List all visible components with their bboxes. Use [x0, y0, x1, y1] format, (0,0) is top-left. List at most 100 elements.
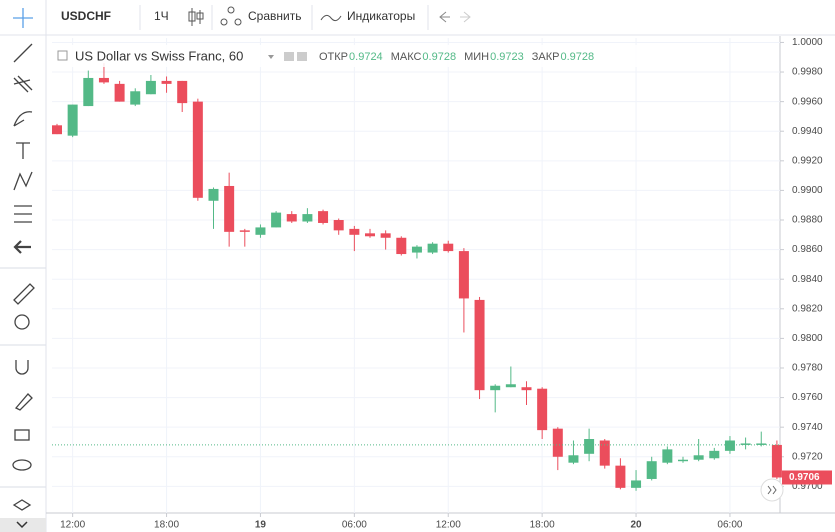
legend-bg — [54, 45, 639, 67]
candle-body — [771, 444, 782, 478]
x-tick-label: 18:00 — [154, 520, 179, 531]
x-tick-label: 18:00 — [530, 520, 555, 531]
x-tick-label: 06:00 — [342, 520, 367, 531]
candle-body — [474, 299, 485, 391]
candle-body — [411, 246, 422, 253]
scroll-to-realtime[interactable] — [760, 478, 784, 502]
interval[interactable]: 1Ч — [154, 9, 169, 23]
candle-body — [271, 212, 282, 228]
candle-body — [756, 443, 767, 445]
magnet-tool[interactable] — [15, 360, 29, 375]
candle-body — [458, 251, 469, 299]
candle-body — [130, 91, 141, 105]
y-tick-label: 0.9900 — [792, 185, 823, 196]
chevron — [16, 521, 28, 529]
crosshair-tool[interactable] — [13, 8, 33, 28]
lock-tool[interactable] — [14, 429, 30, 441]
candle-body — [537, 388, 548, 431]
brush-tool[interactable] — [13, 111, 33, 127]
candle-body — [208, 188, 219, 201]
layers-tool[interactable] — [12, 499, 32, 511]
candle-body — [427, 243, 438, 253]
compare-icon[interactable] — [220, 6, 242, 26]
zoom-tool[interactable] — [14, 314, 30, 330]
candle-body — [443, 243, 454, 252]
ohlc-label: ЗАКР — [532, 51, 560, 63]
x-tick-label: 20 — [630, 520, 642, 531]
candle-body — [52, 125, 62, 135]
candle-body — [177, 80, 188, 104]
chevrons — [767, 485, 777, 495]
indicators-icon[interactable] — [320, 14, 342, 22]
ohlc-value: 0.9728 — [422, 51, 456, 63]
collapse-legend[interactable] — [57, 50, 68, 61]
last-price-label: 0.9706 — [789, 472, 820, 483]
last-price-box — [782, 470, 832, 485]
y-tick-label: 1.0000 — [792, 37, 823, 48]
y-tick-label: 0.9920 — [792, 155, 823, 166]
compare-button[interactable]: Сравнить — [248, 9, 301, 23]
y-tick-label: 0.9980 — [792, 67, 823, 78]
candle-body — [67, 104, 78, 136]
y-tick-label: 0.9760 — [792, 392, 823, 403]
candle-body — [365, 233, 375, 237]
lock-draw-tool[interactable] — [14, 393, 33, 411]
series-settings[interactable] — [297, 52, 307, 61]
ohlc-value: 0.9728 — [560, 51, 594, 63]
redo[interactable] — [460, 11, 471, 23]
candle-body — [302, 214, 313, 222]
candle-body — [740, 443, 751, 445]
candle-body — [584, 439, 595, 454]
candle-body — [333, 220, 344, 231]
candle-body — [709, 450, 720, 459]
undo[interactable] — [439, 11, 450, 23]
candle-body — [615, 465, 626, 488]
candle-body — [724, 440, 735, 451]
candles-icon[interactable] — [188, 8, 204, 26]
y-tick-label: 0.9880 — [792, 215, 823, 226]
y-tick-label: 0.9840 — [792, 274, 823, 285]
y-tick-label: 0.9720 — [792, 451, 823, 462]
series-title: US Dollar vs Swiss Franc, 60 — [75, 48, 243, 63]
candle-body — [599, 440, 610, 466]
candle-body — [349, 228, 360, 235]
hide-tools[interactable] — [13, 240, 31, 254]
prediction-tool[interactable] — [14, 205, 32, 223]
ohlc-label: МАКС — [391, 51, 422, 63]
left-toolbar — [0, 36, 46, 532]
fib-tool[interactable] — [13, 75, 33, 93]
y-tick-label: 0.9740 — [792, 422, 823, 433]
x-tick-label: 12:00 — [436, 520, 461, 531]
y-tick-label: 0.9780 — [792, 363, 823, 374]
candle-body — [145, 80, 156, 95]
legend: US Dollar vs Swiss Franc, 60 ОТКР 0.9724 М… — [54, 45, 639, 67]
candle-body — [192, 101, 203, 198]
x-tick-label: 06:00 — [717, 520, 742, 531]
x-tick-label: 12:00 — [60, 520, 85, 531]
visibility-tool[interactable] — [12, 459, 32, 471]
ohlc-value: 0.9723 — [490, 51, 524, 63]
text-tool[interactable] — [16, 142, 30, 159]
series-menu[interactable] — [268, 55, 274, 59]
candle-body — [98, 77, 109, 83]
trendline-tool[interactable] — [13, 43, 33, 63]
candle-body — [490, 385, 501, 391]
candle-body — [693, 455, 704, 460]
ruler-tool[interactable] — [13, 283, 35, 305]
candle-body — [678, 459, 688, 462]
candle-body — [161, 80, 172, 84]
y-tick-label: 0.9960 — [792, 96, 823, 107]
hide-series[interactable] — [284, 52, 294, 61]
symbol[interactable]: USDCHF — [61, 9, 111, 23]
candle-body — [396, 237, 407, 255]
candle-body — [552, 428, 563, 457]
candle-body — [631, 480, 642, 488]
indicators-button[interactable]: Индикаторы — [347, 9, 415, 23]
pattern-tool[interactable] — [13, 171, 33, 191]
candle-body — [83, 77, 94, 107]
candle-body — [662, 449, 673, 463]
ohlc-label: ОТКР — [319, 51, 348, 63]
y-tick-label: 0.9940 — [792, 126, 823, 137]
